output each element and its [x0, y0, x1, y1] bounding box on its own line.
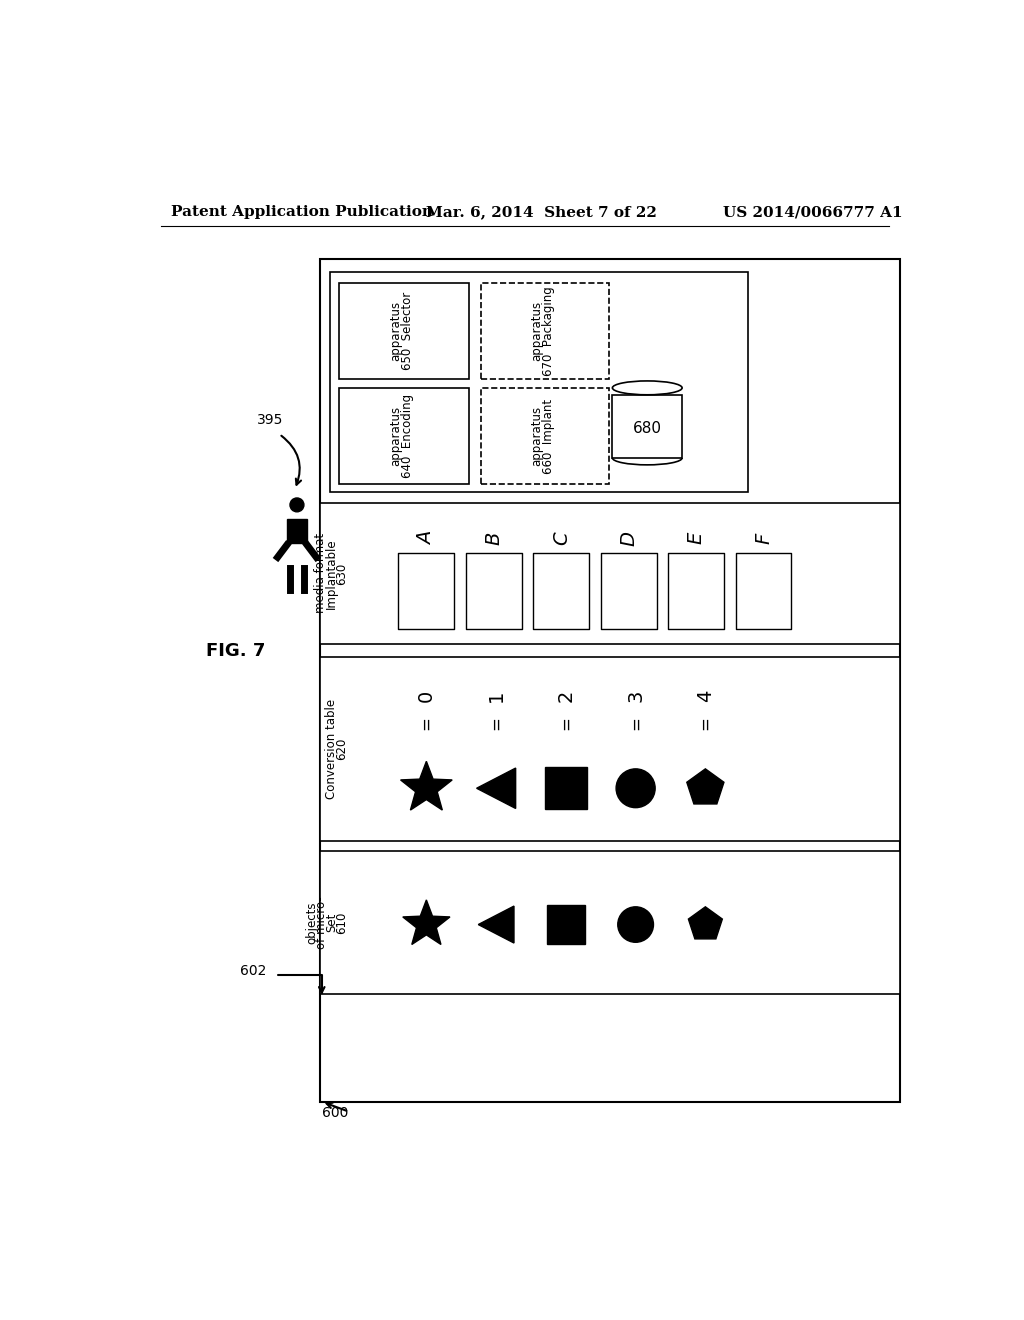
Text: of micro-: of micro- — [315, 896, 329, 949]
Text: =: = — [418, 715, 435, 730]
Bar — [466, 553, 521, 628]
Text: Patent Application Publication: Patent Application Publication — [171, 206, 432, 219]
Bar — [287, 519, 307, 544]
Bar — [330, 272, 748, 492]
Bar — [669, 553, 724, 628]
Text: 600: 600 — [322, 1106, 348, 1121]
Bar — [601, 553, 656, 628]
Text: 650  Selector: 650 Selector — [401, 292, 415, 371]
Polygon shape — [476, 768, 516, 808]
Circle shape — [290, 498, 304, 512]
Bar — [547, 906, 586, 944]
Text: apparatus: apparatus — [530, 301, 544, 362]
Text: Mar. 6, 2014  Sheet 7 of 22: Mar. 6, 2014 Sheet 7 of 22 — [426, 206, 657, 219]
Bar — [398, 553, 455, 628]
Text: apparatus: apparatus — [390, 301, 402, 362]
Text: 0: 0 — [417, 690, 436, 702]
Text: =: = — [487, 715, 505, 730]
Bar — [321, 503, 900, 644]
Text: 640  Encoding: 640 Encoding — [401, 393, 415, 478]
Polygon shape — [478, 906, 514, 942]
Circle shape — [617, 907, 653, 942]
Text: C: C — [552, 531, 570, 545]
Bar — [339, 388, 469, 484]
Bar — [321, 851, 900, 994]
Bar — [612, 395, 682, 458]
Text: 630: 630 — [336, 562, 348, 585]
Bar — [321, 657, 900, 841]
Text: apparatus: apparatus — [530, 407, 544, 466]
Text: 2: 2 — [556, 689, 575, 702]
Text: 395: 395 — [257, 413, 284, 428]
Text: 1: 1 — [486, 689, 506, 702]
Text: 670  Packaging: 670 Packaging — [542, 286, 555, 376]
Text: 610: 610 — [336, 911, 348, 933]
Text: US 2014/0066777 A1: US 2014/0066777 A1 — [723, 206, 903, 219]
Text: objects: objects — [305, 902, 318, 944]
Polygon shape — [688, 907, 722, 939]
Text: 602: 602 — [241, 964, 266, 978]
Bar — [321, 259, 900, 1102]
Text: B: B — [484, 532, 504, 545]
Text: Implantable: Implantable — [325, 539, 338, 609]
Bar — [534, 553, 589, 628]
Bar — [480, 284, 608, 379]
Text: 660  Implant: 660 Implant — [542, 399, 555, 474]
Bar — [545, 767, 587, 809]
Text: FIG. 7: FIG. 7 — [206, 643, 265, 660]
Text: Set: Set — [326, 913, 338, 932]
Bar — [735, 553, 792, 628]
Text: A: A — [417, 532, 436, 545]
Text: media format: media format — [314, 533, 328, 614]
Text: apparatus: apparatus — [390, 407, 402, 466]
Polygon shape — [687, 768, 724, 804]
Circle shape — [616, 768, 655, 808]
Text: =: = — [627, 715, 645, 730]
Text: F: F — [754, 532, 773, 544]
Text: D: D — [620, 531, 638, 545]
Ellipse shape — [612, 381, 682, 395]
Polygon shape — [402, 900, 450, 945]
Text: 620: 620 — [336, 738, 348, 760]
Text: Conversion table: Conversion table — [325, 698, 338, 799]
Text: E: E — [686, 532, 706, 544]
Text: 680: 680 — [633, 421, 662, 436]
Bar — [480, 388, 608, 484]
Text: =: = — [696, 715, 715, 730]
Polygon shape — [400, 762, 453, 810]
Bar — [339, 284, 469, 379]
Text: 4: 4 — [696, 689, 715, 702]
Text: =: = — [557, 715, 574, 730]
Text: 3: 3 — [626, 689, 645, 702]
